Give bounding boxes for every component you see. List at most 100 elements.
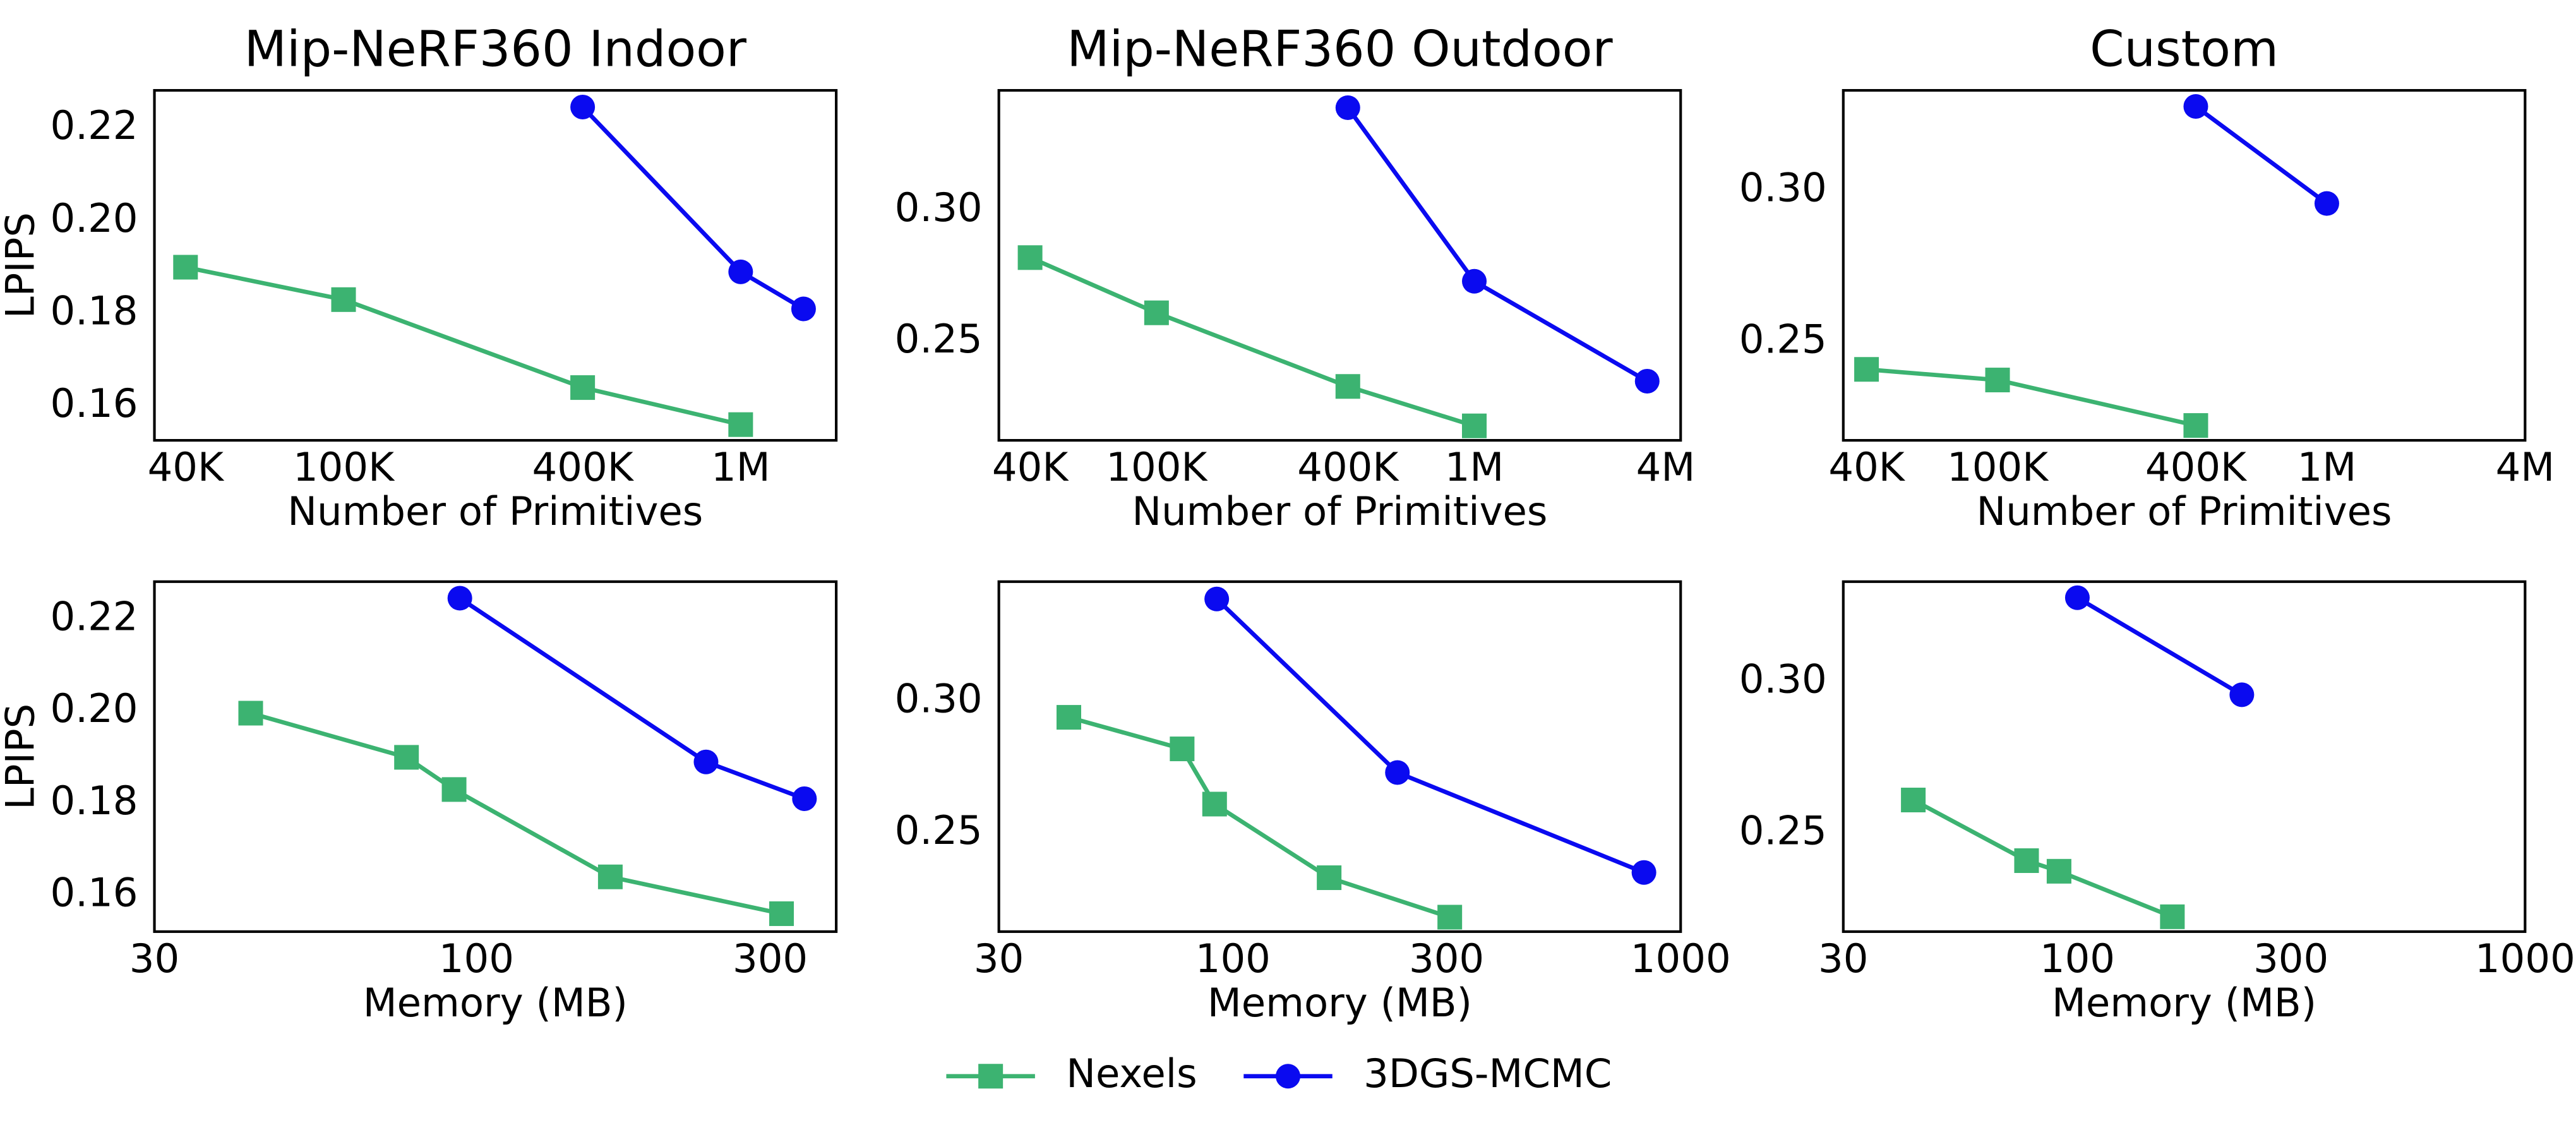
plot-frame <box>997 580 1682 933</box>
plot-frame <box>1842 580 2527 933</box>
marker <box>1335 374 1360 399</box>
y-tick-label: 0.30 <box>1739 165 1827 211</box>
y-tick-label: 0.30 <box>1739 656 1827 702</box>
legend-label: 3DGS-MCMC <box>1363 1050 1612 1097</box>
x-tick-label: 40K <box>992 444 1069 490</box>
x-tick-label: 400K <box>532 444 635 490</box>
marker <box>728 259 753 284</box>
series-line <box>581 105 805 311</box>
x-axis-label: Number of Primitives <box>287 488 703 534</box>
marker <box>1985 368 2010 393</box>
x-tick-label: 1M <box>2297 444 2357 490</box>
x-tick-label: 30 <box>974 935 1024 982</box>
y-tick-label: 0.16 <box>51 869 138 915</box>
y-tick-label: 0.30 <box>895 676 983 722</box>
x-tick-label: 100 <box>1195 935 1271 982</box>
marker <box>791 296 816 322</box>
x-tick-label: 30 <box>1818 935 1868 982</box>
marker <box>2046 858 2071 884</box>
y-axis-label: LPIPS <box>0 704 44 810</box>
plot-frame <box>997 88 1682 442</box>
x-axis-label: Number of Primitives <box>1132 488 1547 534</box>
series-line <box>1866 367 2196 428</box>
marker <box>792 786 817 811</box>
y-tick-label: 0.25 <box>895 807 983 853</box>
y-tick-label: 0.25 <box>1739 316 1827 363</box>
marker <box>1335 95 1360 121</box>
x-tick-label: 4M <box>2496 444 2555 490</box>
marker <box>1901 787 1926 812</box>
x-tick-label: 300 <box>1409 935 1484 982</box>
series-line <box>2194 104 2328 205</box>
x-tick-label: 30 <box>129 935 179 982</box>
marker <box>1017 245 1043 270</box>
y-tick-label: 0.25 <box>895 316 983 362</box>
marker <box>331 287 356 312</box>
marker <box>1461 413 1487 438</box>
x-tick-label: 1M <box>1445 444 1504 490</box>
series-line <box>250 711 782 916</box>
x-tick-label: 4M <box>1636 444 1696 490</box>
x-tick-label: 100 <box>439 935 514 982</box>
marker <box>1854 357 1879 382</box>
marker <box>597 864 623 889</box>
marker <box>570 375 596 400</box>
marker <box>394 745 419 770</box>
legend-label: Nexels <box>1066 1050 1197 1097</box>
marker <box>1056 705 1081 730</box>
plot-frame <box>153 88 838 442</box>
x-tick-label: 1000 <box>2475 935 2575 982</box>
series-line <box>458 596 806 801</box>
x-tick-label: 100K <box>1947 444 2049 490</box>
y-tick-label: 0.22 <box>51 594 138 640</box>
marker <box>2014 848 2039 874</box>
marker <box>2314 191 2339 216</box>
marker <box>769 901 794 926</box>
marker <box>1202 791 1227 817</box>
y-tick-label: 0.18 <box>51 287 138 334</box>
x-tick-label: 400K <box>2145 444 2248 490</box>
y-tick-label: 0.20 <box>51 195 138 241</box>
subplot-title: Mip-NeRF360 Indoor <box>244 21 747 78</box>
marker <box>1634 368 1660 394</box>
y-axis-label: LPIPS <box>0 212 44 318</box>
x-axis-label: Memory (MB) <box>2052 980 2316 1026</box>
marker <box>2160 904 2185 929</box>
x-tick-label: 1000 <box>1631 935 1731 982</box>
series-line <box>1215 597 1645 875</box>
x-tick-label: 100K <box>293 444 395 490</box>
marker <box>2229 682 2255 707</box>
marker <box>570 94 596 119</box>
marker <box>441 777 467 802</box>
x-axis-label: Memory (MB) <box>363 980 628 1026</box>
series-line <box>185 265 741 427</box>
marker <box>1385 760 1410 785</box>
marker <box>238 701 263 726</box>
marker <box>1437 905 1463 930</box>
legend-marker <box>1275 1064 1301 1089</box>
marker <box>2183 413 2208 438</box>
series-line <box>1029 255 1475 428</box>
marker <box>2183 94 2208 119</box>
x-axis-label: Number of Primitives <box>1977 488 2392 534</box>
marker <box>1144 300 1169 325</box>
y-tick-label: 0.16 <box>51 380 138 426</box>
series-line <box>2076 596 2243 697</box>
plot-frame <box>153 580 838 933</box>
marker <box>1631 860 1656 885</box>
marker <box>1204 586 1230 611</box>
subplot-title: Mip-NeRF360 Outdoor <box>1067 21 1613 78</box>
series-line <box>1346 106 1648 383</box>
x-tick-label: 40K <box>1828 444 1905 490</box>
marker <box>173 255 198 280</box>
x-tick-label: 40K <box>148 444 225 490</box>
x-tick-label: 100K <box>1106 444 1208 490</box>
x-tick-label: 300 <box>733 935 808 982</box>
series-line <box>1912 798 2174 919</box>
x-tick-label: 1M <box>711 444 770 490</box>
series-line <box>1068 715 1451 920</box>
legend-marker <box>978 1064 1003 1089</box>
y-tick-label: 0.22 <box>51 102 138 148</box>
